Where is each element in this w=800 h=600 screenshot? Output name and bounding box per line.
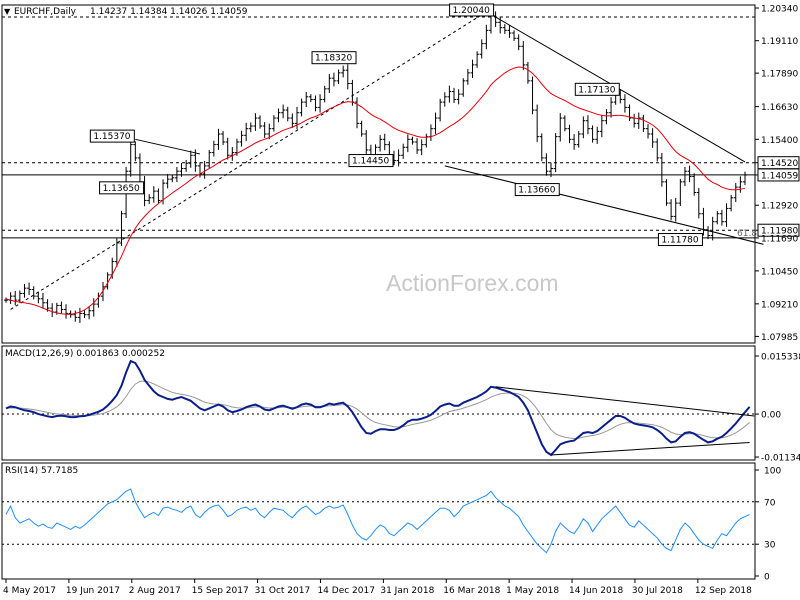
price-level-label: 1.14520 — [761, 159, 798, 169]
price-tick-label: 1.09210 — [761, 300, 798, 310]
price-annotation-box — [574, 82, 620, 96]
rsi-panel — [1, 462, 756, 580]
fib-level-label: 61.8 — [737, 229, 757, 239]
price-annotation: 1.13660 — [518, 186, 555, 196]
macd-tick-label: -0.011344 — [761, 454, 800, 464]
date-tick-label: 31 Jan 2018 — [380, 586, 434, 596]
price-annotation-box — [657, 233, 703, 247]
price-level-label: 1.11980 — [761, 227, 798, 237]
rsi-line — [5, 488, 750, 554]
rsi-tick-label: 0 — [764, 573, 770, 583]
date-tick-label: 15 Sep 2017 — [192, 586, 249, 596]
macd-signal-line — [5, 380, 750, 440]
date-tick-label: 30 Jul 2018 — [632, 586, 683, 596]
price-annotation: 1.14450 — [352, 157, 389, 167]
date-tick-label: 31 Oct 2017 — [255, 586, 311, 596]
price-tick-label: 1.12920 — [761, 202, 798, 212]
price-tick-label: 1.07985 — [761, 333, 798, 343]
down-triangle-icon: ▼ — [4, 7, 11, 16]
price-tick-label: 1.17890 — [761, 70, 798, 80]
price-annotation-box — [348, 154, 394, 168]
rsi-tick-label: 100 — [764, 467, 781, 477]
macd-trendline-lower — [550, 441, 750, 456]
date-tick-label: 16 Mar 2018 — [443, 586, 500, 596]
price-annotation: 1.13650 — [103, 184, 140, 194]
date-tick-label: 4 May 2017 — [3, 586, 56, 596]
price-annotation: 1.15370 — [93, 132, 130, 142]
macd-panel — [1, 345, 756, 461]
macd-line — [5, 359, 751, 457]
price-annotation-box — [311, 51, 357, 65]
price-annotation-box — [89, 129, 135, 143]
price-annotation-box — [514, 183, 560, 197]
watermark: ActionForex.com — [386, 270, 559, 296]
price-tick-label: 1.16630 — [761, 103, 798, 113]
price-level-badge — [757, 168, 800, 182]
price-panel — [1, 4, 756, 344]
ohlc-readout: 1.14237 1.14384 1.14026 1.14059 — [90, 7, 248, 17]
price-tick-label: 1.15400 — [761, 136, 798, 146]
price-annotation: 1.20040 — [453, 6, 490, 16]
price-annotation: 1.18320 — [315, 54, 352, 64]
moving-average-line — [5, 66, 746, 315]
price-annotation-box — [99, 181, 145, 195]
macd-tick-label: 0.015338 — [761, 353, 800, 363]
rsi-tick-label: 30 — [764, 541, 776, 551]
wedge-line — [135, 138, 201, 155]
date-tick-label: 12 Sep 2018 — [695, 586, 752, 596]
price-annotation: 1.11780 — [661, 236, 698, 246]
down-channel-lower — [444, 165, 764, 245]
date-tick-label: 2 Aug 2017 — [129, 586, 181, 596]
date-tick-label: 14 Dec 2017 — [317, 586, 375, 596]
price-annotation: 1.17130 — [578, 85, 615, 95]
price-level-badge — [757, 223, 800, 237]
price-level-label: 1.14059 — [761, 171, 798, 181]
price-annotation-box — [449, 3, 495, 17]
price-tick-label: 1.20340 — [761, 5, 798, 15]
uptrend-line — [10, 8, 492, 310]
date-tick-label: 1 May 2018 — [506, 586, 559, 596]
rsi-tick-label: 70 — [764, 498, 776, 508]
price-tick-label: 1.11690 — [761, 234, 798, 244]
rsi-title: RSI(14) 57.7185 — [5, 466, 78, 476]
macd-tick-label: 0.00 — [761, 411, 781, 421]
symbol-label: EURCHF,Daily — [14, 7, 77, 17]
price-tick-label: 1.10450 — [761, 267, 798, 277]
date-tick-label: 14 Jun 2018 — [569, 586, 623, 596]
macd-title: MACD(12,26,9) 0.001863 0.000252 — [5, 349, 165, 359]
macd-trendline-upper — [495, 386, 755, 417]
price-tick-label: 1.19110 — [761, 37, 798, 47]
date-tick-label: 19 Jun 2017 — [66, 586, 120, 596]
